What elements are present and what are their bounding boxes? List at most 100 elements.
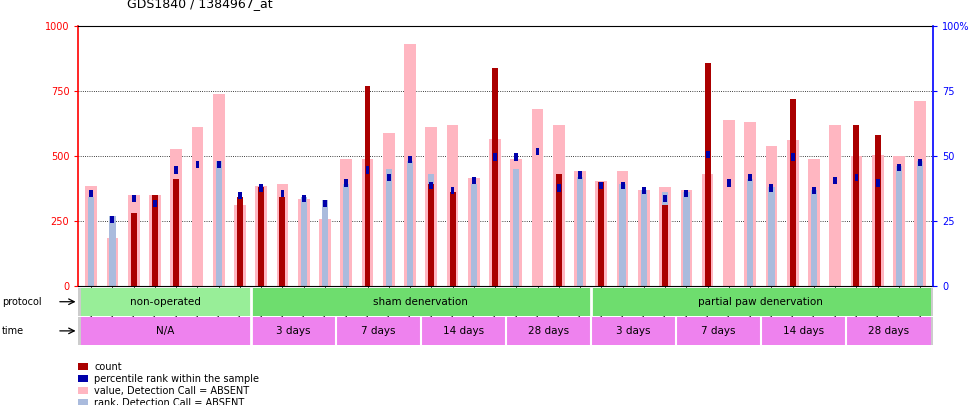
Bar bbox=[383, 132, 395, 286]
Bar bbox=[127, 195, 139, 286]
Bar bbox=[744, 122, 756, 286]
Text: 3 days: 3 days bbox=[616, 326, 651, 336]
Bar bbox=[578, 171, 582, 179]
Bar bbox=[846, 317, 931, 345]
Bar bbox=[319, 220, 331, 286]
Text: protocol: protocol bbox=[2, 297, 41, 307]
Text: 14 days: 14 days bbox=[783, 326, 824, 336]
Bar bbox=[616, 171, 628, 286]
Bar bbox=[917, 161, 923, 286]
Bar bbox=[259, 187, 265, 286]
Bar bbox=[676, 317, 760, 345]
Bar bbox=[217, 161, 221, 168]
Bar bbox=[80, 288, 251, 316]
Bar bbox=[88, 197, 94, 286]
Bar bbox=[173, 179, 179, 286]
Bar bbox=[362, 158, 373, 286]
Bar bbox=[335, 317, 420, 345]
Bar bbox=[234, 205, 246, 286]
Bar bbox=[130, 213, 136, 286]
Bar bbox=[340, 158, 352, 286]
Bar bbox=[192, 128, 203, 286]
Text: 28 days: 28 days bbox=[527, 326, 568, 336]
Bar bbox=[663, 195, 667, 202]
Bar bbox=[641, 190, 647, 286]
Bar bbox=[408, 156, 412, 163]
Bar bbox=[365, 86, 370, 286]
Bar bbox=[251, 288, 591, 316]
Bar bbox=[872, 155, 884, 286]
Text: 14 days: 14 days bbox=[443, 326, 484, 336]
Bar bbox=[425, 128, 437, 286]
Text: 7 days: 7 days bbox=[361, 326, 395, 336]
Bar bbox=[660, 187, 671, 286]
Bar bbox=[662, 192, 668, 286]
Bar bbox=[80, 317, 251, 345]
Bar bbox=[323, 200, 327, 207]
Bar bbox=[251, 317, 335, 345]
Bar bbox=[321, 200, 328, 286]
Text: GDS1840 / 1384967_at: GDS1840 / 1384967_at bbox=[127, 0, 273, 10]
Bar bbox=[429, 182, 433, 189]
Bar bbox=[171, 149, 182, 286]
Bar bbox=[812, 187, 815, 194]
Bar bbox=[420, 317, 506, 345]
Bar bbox=[260, 184, 263, 192]
Text: 28 days: 28 days bbox=[867, 326, 908, 336]
Bar bbox=[642, 187, 646, 194]
Bar bbox=[237, 197, 243, 286]
Bar bbox=[514, 153, 518, 161]
Bar bbox=[918, 158, 922, 166]
Bar bbox=[196, 161, 199, 168]
Bar bbox=[810, 190, 817, 286]
Bar bbox=[574, 171, 586, 286]
Bar bbox=[301, 197, 307, 286]
Bar bbox=[600, 182, 604, 189]
Bar bbox=[404, 45, 416, 286]
Bar bbox=[213, 94, 224, 286]
Bar bbox=[472, 177, 475, 184]
Bar bbox=[760, 317, 846, 345]
Bar bbox=[791, 153, 795, 161]
Text: value, Detection Call = ABSENT: value, Detection Call = ABSENT bbox=[94, 386, 249, 396]
Bar bbox=[511, 158, 522, 286]
Bar bbox=[914, 102, 926, 286]
Bar bbox=[298, 199, 310, 286]
Text: 7 days: 7 days bbox=[701, 326, 736, 336]
Bar bbox=[705, 63, 710, 286]
Bar bbox=[723, 119, 735, 286]
Bar bbox=[768, 187, 774, 286]
Bar bbox=[451, 187, 455, 194]
Bar bbox=[747, 179, 754, 286]
Bar bbox=[876, 179, 880, 187]
Bar bbox=[553, 125, 564, 286]
Bar bbox=[893, 156, 905, 286]
Bar bbox=[85, 186, 97, 286]
Bar bbox=[109, 215, 116, 286]
Bar bbox=[489, 139, 501, 286]
Text: time: time bbox=[2, 326, 24, 336]
Bar bbox=[591, 317, 676, 345]
Bar bbox=[596, 181, 608, 286]
Bar bbox=[683, 192, 690, 286]
Bar bbox=[680, 190, 692, 286]
Bar bbox=[280, 190, 284, 197]
Bar bbox=[387, 174, 391, 181]
Bar bbox=[536, 148, 539, 156]
Bar bbox=[638, 190, 650, 286]
Bar bbox=[470, 184, 477, 286]
Bar bbox=[302, 195, 306, 202]
Bar bbox=[256, 186, 268, 286]
Bar bbox=[829, 125, 841, 286]
Bar bbox=[662, 205, 668, 286]
Bar bbox=[450, 192, 456, 286]
Bar bbox=[620, 182, 624, 189]
Bar bbox=[506, 317, 591, 345]
Bar bbox=[896, 166, 903, 286]
Bar bbox=[702, 174, 713, 286]
Bar bbox=[407, 161, 414, 286]
Bar bbox=[787, 141, 799, 286]
Bar bbox=[897, 164, 901, 171]
Bar bbox=[577, 177, 583, 286]
Bar bbox=[769, 184, 773, 192]
